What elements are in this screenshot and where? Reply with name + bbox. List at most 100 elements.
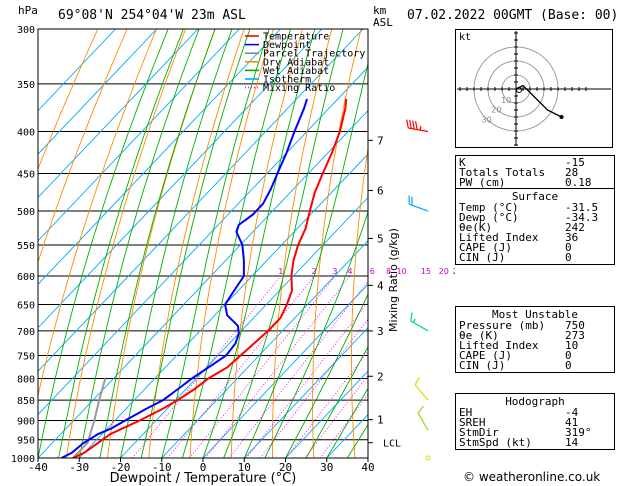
row-label: Totals Totals bbox=[459, 166, 546, 179]
dry-adiabat-line bbox=[107, 29, 216, 458]
hodograph-ring-label: 30 bbox=[482, 115, 492, 124]
x-tick-label: 20 bbox=[279, 461, 292, 474]
dewpoint-line bbox=[61, 98, 308, 458]
row-value: -15 bbox=[565, 156, 585, 169]
pressure-tick-label: 300 bbox=[17, 25, 35, 36]
mixing-ratio-line bbox=[167, 275, 315, 458]
wind-barb bbox=[414, 377, 429, 401]
mixing-ratio-label: 20 bbox=[439, 267, 449, 276]
row-value: 0.18 bbox=[565, 176, 592, 189]
height-unit-asl: ASL bbox=[373, 16, 393, 29]
pressure-tick-label: 900 bbox=[17, 416, 35, 427]
row-label: Dewp (°C) bbox=[459, 211, 519, 224]
mixing-ratio-label: 10 bbox=[396, 267, 406, 276]
table-row: EH -4 bbox=[456, 406, 614, 419]
x-tick-label: -40 bbox=[28, 461, 48, 474]
pressure-tick-label: 500 bbox=[17, 207, 35, 218]
row-value: 41 bbox=[565, 416, 579, 429]
wet-adiabat-line bbox=[326, 387, 368, 458]
table-row: Lifted Index 36 bbox=[456, 231, 614, 244]
legend-label: Dewpoint bbox=[263, 40, 311, 51]
table-row: Temp (°C) -31.5 bbox=[456, 201, 614, 214]
dry-adiabat-line bbox=[38, 29, 157, 398]
parcel-trajectory-line bbox=[72, 378, 107, 458]
row-value: -4 bbox=[565, 406, 579, 419]
pressure-unit: hPa bbox=[18, 4, 38, 17]
table-row: Lifted Index 10 bbox=[456, 339, 614, 352]
row-label: Pressure (mb) bbox=[459, 319, 546, 332]
height-unit-km: km bbox=[373, 4, 387, 17]
table-row: StmSpd (kt) 14 bbox=[456, 436, 614, 449]
isotherm-line bbox=[120, 196, 368, 458]
isotherm-line bbox=[38, 29, 158, 155]
isotherm-line bbox=[38, 29, 240, 242]
copyright: © weatheronline.co.uk bbox=[463, 470, 601, 484]
dry-adiabat-line bbox=[189, 29, 274, 458]
row-label: Temp (°C) bbox=[459, 201, 519, 214]
wet-adiabat-line bbox=[78, 29, 200, 458]
table-row: CIN (J) 0 bbox=[456, 251, 614, 264]
x-tick-label: -20 bbox=[111, 461, 131, 474]
row-value: 36 bbox=[565, 231, 579, 244]
table-row: CAPE (J) 0 bbox=[456, 349, 614, 362]
table-row: CAPE (J) 0 bbox=[456, 242, 614, 253]
section-title: Surface bbox=[511, 190, 559, 203]
pressure-tick-label: 450 bbox=[17, 169, 35, 180]
table-row: PW (cm) 0.18 bbox=[456, 176, 614, 189]
legend-label: Dry Adiabat bbox=[263, 57, 329, 68]
wind-barb-shaft bbox=[414, 384, 429, 401]
x-tick-label: 0 bbox=[200, 461, 207, 474]
mixing-ratio-line bbox=[304, 374, 368, 458]
wind-barb-flag bbox=[415, 121, 418, 130]
wind-barb bbox=[408, 195, 429, 212]
mixing-ratio-label: 25 bbox=[453, 267, 455, 276]
mixing-ratio-axis-label: Mixing Ratio (g/kg) bbox=[387, 228, 400, 332]
wind-barb bbox=[406, 119, 429, 133]
pressure-tick-label: 750 bbox=[17, 351, 35, 362]
wet-adiabat-line bbox=[243, 61, 368, 458]
storm-motion-marker bbox=[559, 115, 564, 119]
row-label: CIN (J) bbox=[459, 359, 506, 372]
temperature-line bbox=[72, 98, 348, 458]
table-row: Totals Totals 28 bbox=[456, 166, 614, 179]
row-value: 242 bbox=[565, 221, 585, 234]
isotherm-line bbox=[285, 370, 368, 458]
pressure-tick-label: 600 bbox=[17, 272, 35, 283]
legend-label: Mixing Ratio bbox=[263, 83, 335, 94]
row-value: 28 bbox=[565, 166, 579, 179]
wet-adiabat-line bbox=[285, 293, 368, 458]
km-tick-label: 1 bbox=[377, 414, 384, 427]
dry-adiabat-line bbox=[148, 29, 245, 458]
mixing-ratio-line bbox=[131, 275, 282, 458]
hodograph-ring-label: 20 bbox=[491, 106, 501, 115]
location-title: 69°08'N 254°04'W 23m ASL bbox=[58, 8, 246, 23]
pressure-tick-label: 850 bbox=[17, 396, 35, 407]
mixing-ratio-line bbox=[246, 301, 368, 458]
wind-barb-flag bbox=[409, 120, 412, 129]
mixing-ratio-label: 15 bbox=[421, 267, 431, 276]
section-title: Most Unstable bbox=[491, 308, 579, 321]
wind-barb-shaft bbox=[408, 127, 429, 133]
hodograph-unit: kt bbox=[459, 32, 471, 43]
row-value: 319° bbox=[565, 426, 592, 439]
dry-adiabat-line bbox=[38, 29, 99, 170]
skew-t-diagram: 3003504004505005506006507007508008509009… bbox=[11, 25, 455, 486]
row-label: StmSpd (kt) bbox=[459, 436, 532, 449]
wind-barb-half-flag bbox=[412, 318, 416, 323]
wind-barb-flag bbox=[417, 405, 424, 414]
dry-adiabat-line bbox=[272, 29, 333, 458]
dry-adiabat-line bbox=[38, 29, 128, 264]
row-label: θe(K) bbox=[459, 221, 493, 234]
x-tick-label: -30 bbox=[69, 461, 89, 474]
isotherm-line bbox=[243, 327, 368, 458]
km-tick-label: 4 bbox=[377, 279, 384, 292]
x-axis-label: Dewpoint / Temperature (°C) bbox=[110, 471, 297, 486]
row-value: 10 bbox=[565, 339, 579, 352]
row-label: Lifted Index bbox=[459, 339, 539, 352]
row-value: 273 bbox=[565, 329, 585, 342]
dry-adiabat-line bbox=[312, 29, 362, 458]
row-label: SREH bbox=[459, 416, 486, 429]
row-label: CIN (J) bbox=[459, 251, 506, 264]
row-label: CAPE (J) bbox=[459, 349, 512, 362]
table-row: θe (K) 273 bbox=[456, 329, 614, 342]
